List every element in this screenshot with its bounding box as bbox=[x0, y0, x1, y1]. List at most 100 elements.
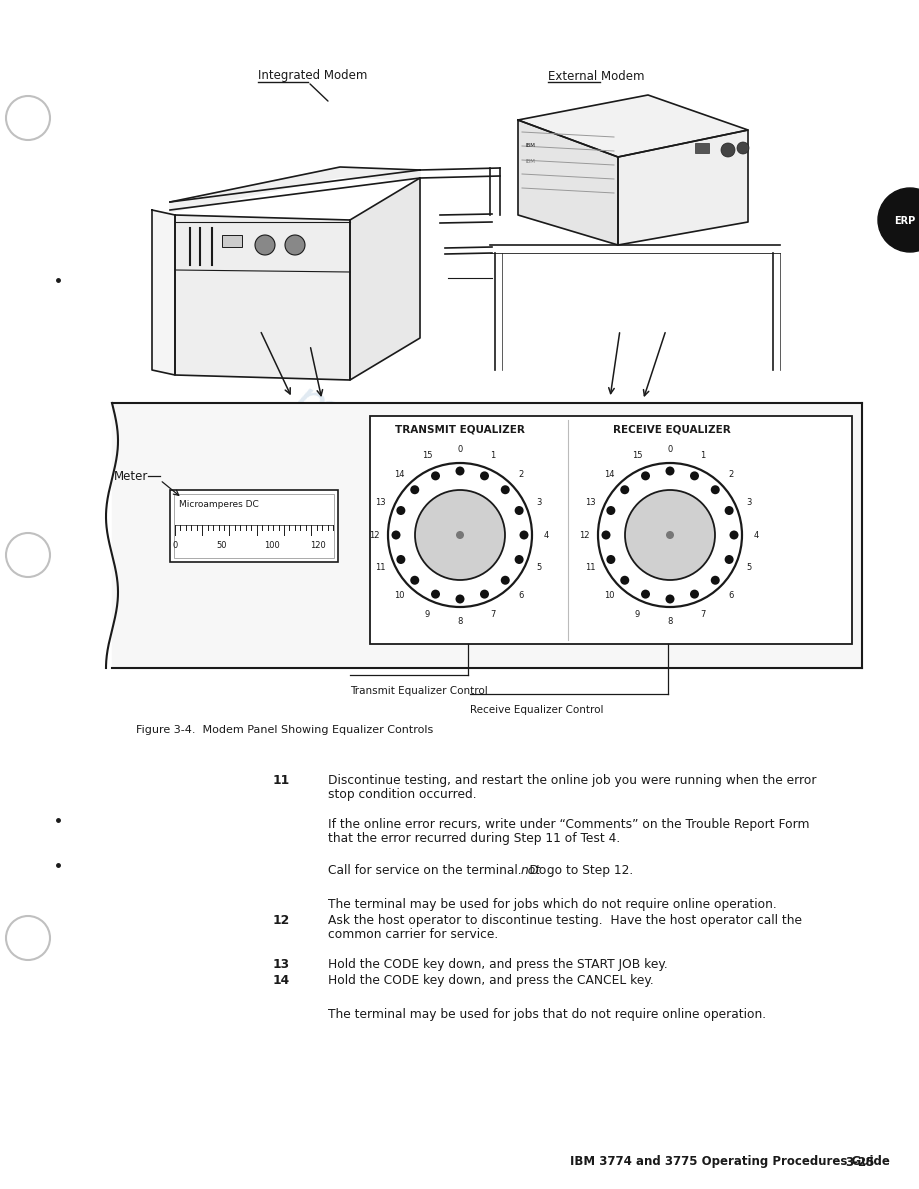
Text: ERP: ERP bbox=[894, 216, 915, 226]
Text: 2: 2 bbox=[518, 470, 524, 479]
Text: 10: 10 bbox=[394, 591, 404, 600]
Text: 13: 13 bbox=[375, 497, 386, 507]
Circle shape bbox=[410, 575, 419, 585]
Text: Ask the host operator to discontinue testing.  Have the host operator call the: Ask the host operator to discontinue tes… bbox=[328, 914, 802, 927]
Circle shape bbox=[710, 575, 720, 585]
Text: Figure 3-4.  Modem Panel Showing Equalizer Controls: Figure 3-4. Modem Panel Showing Equalize… bbox=[136, 725, 433, 735]
Text: Integrated Modem: Integrated Modem bbox=[258, 69, 368, 82]
Circle shape bbox=[391, 530, 401, 540]
Text: 120: 120 bbox=[310, 541, 326, 551]
Text: IBM: IBM bbox=[526, 159, 536, 164]
Polygon shape bbox=[350, 178, 420, 380]
Text: 7: 7 bbox=[490, 610, 495, 619]
Circle shape bbox=[255, 235, 275, 254]
Polygon shape bbox=[170, 166, 420, 212]
Circle shape bbox=[515, 507, 524, 515]
Circle shape bbox=[620, 575, 630, 585]
Text: 9: 9 bbox=[425, 610, 430, 619]
Circle shape bbox=[415, 490, 505, 580]
Bar bbox=[695, 143, 709, 153]
Text: 50: 50 bbox=[217, 541, 227, 551]
Text: 10: 10 bbox=[604, 591, 615, 600]
Text: 1: 1 bbox=[490, 451, 495, 460]
Text: 9: 9 bbox=[634, 610, 640, 619]
Text: 0: 0 bbox=[173, 541, 177, 551]
Circle shape bbox=[737, 141, 749, 155]
Circle shape bbox=[602, 530, 610, 540]
Text: 13: 13 bbox=[585, 497, 596, 507]
Text: If the online error recurs, write under “Comments” on the Trouble Report Form: If the online error recurs, write under … bbox=[328, 818, 810, 831]
Text: go to Step 12.: go to Step 12. bbox=[543, 864, 633, 877]
Circle shape bbox=[480, 590, 489, 598]
Circle shape bbox=[878, 188, 919, 252]
Text: that the error recurred during Step 11 of Test 4.: that the error recurred during Step 11 o… bbox=[328, 832, 620, 845]
Circle shape bbox=[724, 507, 733, 515]
Circle shape bbox=[665, 594, 675, 604]
Circle shape bbox=[285, 235, 305, 254]
Text: IBM: IBM bbox=[526, 143, 536, 147]
Text: 12: 12 bbox=[273, 914, 290, 927]
Bar bbox=[174, 493, 334, 558]
Circle shape bbox=[410, 485, 419, 495]
Text: 15: 15 bbox=[632, 451, 642, 460]
Circle shape bbox=[501, 575, 510, 585]
Text: 15: 15 bbox=[422, 451, 432, 460]
Circle shape bbox=[641, 471, 650, 480]
Circle shape bbox=[665, 466, 675, 476]
Text: Meter: Meter bbox=[114, 470, 148, 483]
Text: 12: 12 bbox=[369, 530, 380, 540]
Bar bbox=[170, 490, 338, 562]
Text: Receive Equalizer Control: Receive Equalizer Control bbox=[470, 705, 604, 715]
Polygon shape bbox=[175, 215, 350, 380]
Text: Call for service on the terminal.  Do: Call for service on the terminal. Do bbox=[328, 864, 550, 877]
Circle shape bbox=[666, 531, 674, 539]
Text: 3: 3 bbox=[747, 497, 752, 507]
Circle shape bbox=[515, 555, 524, 564]
Text: 8: 8 bbox=[667, 617, 673, 625]
Text: Microamperes DC: Microamperes DC bbox=[179, 501, 259, 509]
Text: 4: 4 bbox=[543, 530, 549, 540]
Text: 6: 6 bbox=[728, 591, 733, 600]
Bar bbox=[370, 416, 852, 644]
Text: stop condition occurred.: stop condition occurred. bbox=[328, 788, 477, 801]
Text: 5: 5 bbox=[537, 564, 542, 572]
Bar bbox=[222, 235, 242, 247]
Text: 5: 5 bbox=[747, 564, 752, 572]
Text: 0: 0 bbox=[458, 445, 462, 453]
Text: Hold the CODE key down, and press the CANCEL key.: Hold the CODE key down, and press the CA… bbox=[328, 974, 653, 987]
Circle shape bbox=[620, 485, 630, 495]
Circle shape bbox=[710, 485, 720, 495]
Text: 12: 12 bbox=[579, 530, 589, 540]
Circle shape bbox=[724, 555, 733, 564]
Text: manualsdir.com: manualsdir.com bbox=[286, 377, 634, 604]
Polygon shape bbox=[518, 120, 618, 245]
Text: TRANSMIT EQUALIZER: TRANSMIT EQUALIZER bbox=[395, 424, 525, 435]
Circle shape bbox=[431, 471, 440, 480]
Text: 100: 100 bbox=[264, 541, 280, 551]
Circle shape bbox=[690, 471, 699, 480]
Text: 1: 1 bbox=[700, 451, 706, 460]
Circle shape bbox=[456, 466, 464, 476]
Text: Discontinue testing, and restart the online job you were running when the error: Discontinue testing, and restart the onl… bbox=[328, 774, 816, 787]
Text: External Modem: External Modem bbox=[548, 69, 644, 82]
Circle shape bbox=[641, 590, 650, 598]
Text: 14: 14 bbox=[604, 470, 615, 479]
Circle shape bbox=[625, 490, 715, 580]
Text: 14: 14 bbox=[394, 470, 404, 479]
Text: 11: 11 bbox=[375, 564, 386, 572]
Text: 3-25: 3-25 bbox=[845, 1156, 875, 1169]
Text: 0: 0 bbox=[667, 445, 673, 453]
Text: common carrier for service.: common carrier for service. bbox=[328, 927, 498, 940]
Text: 7: 7 bbox=[700, 610, 706, 619]
Circle shape bbox=[456, 594, 464, 604]
Text: 2: 2 bbox=[728, 470, 733, 479]
Text: 11: 11 bbox=[585, 564, 596, 572]
Polygon shape bbox=[518, 95, 748, 157]
Circle shape bbox=[431, 590, 440, 598]
Circle shape bbox=[519, 530, 528, 540]
Text: RECEIVE EQUALIZER: RECEIVE EQUALIZER bbox=[613, 424, 731, 435]
Text: 8: 8 bbox=[458, 617, 462, 625]
Text: Hold the CODE key down, and press the START JOB key.: Hold the CODE key down, and press the ST… bbox=[328, 958, 668, 971]
Circle shape bbox=[690, 590, 699, 598]
Circle shape bbox=[396, 507, 405, 515]
